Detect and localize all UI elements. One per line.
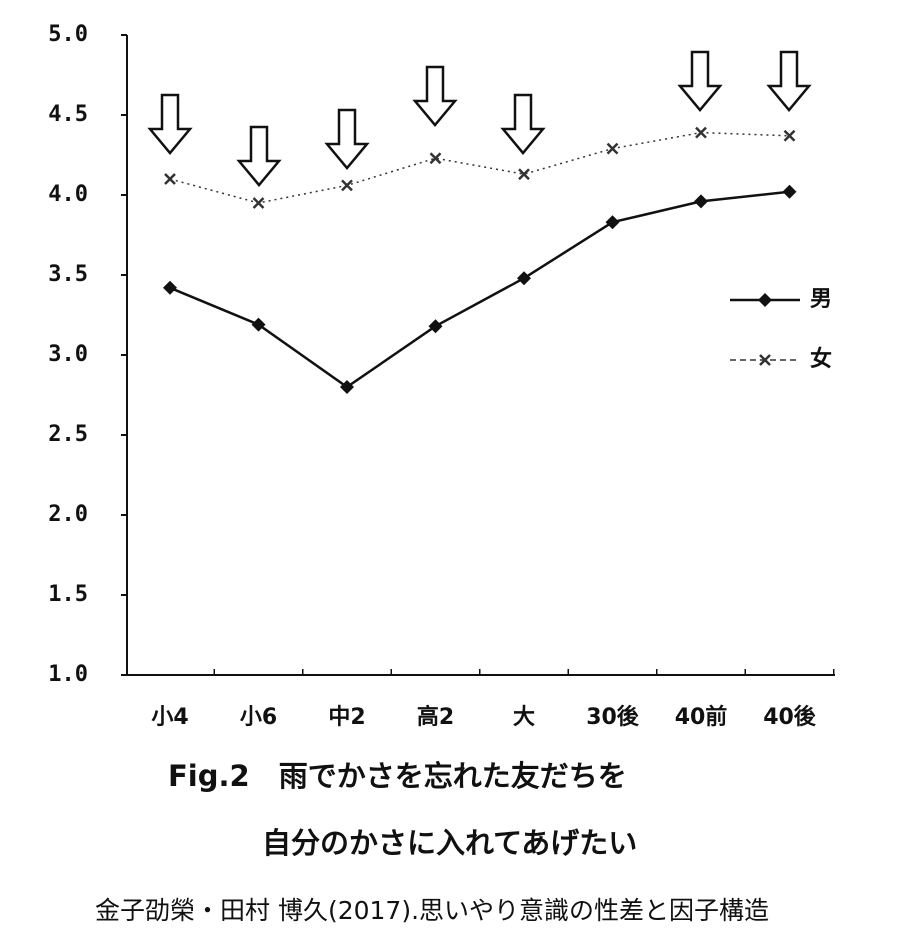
y-tick-label: 2.5 (48, 422, 88, 447)
y-tick-label: 4.5 (48, 102, 88, 127)
x-tick-label: 小6 (240, 705, 277, 730)
point (252, 197, 265, 209)
x-tick-label: 30後 (586, 704, 640, 730)
x-tick-label: 大 (513, 705, 535, 730)
arrow (412, 65, 458, 127)
point (428, 319, 443, 334)
legend-label: 女 (810, 346, 832, 372)
y-tick-label: 2.0 (48, 502, 88, 527)
point (163, 280, 177, 295)
x-tick-label: 40前 (675, 704, 728, 730)
point (164, 173, 176, 185)
point (606, 142, 619, 155)
chart-title: Fig.2 雨でかさを忘れた友だちを (168, 759, 627, 793)
x-tick-label: 中2 (328, 705, 365, 730)
point (340, 380, 354, 394)
legend-label: 男 (810, 287, 832, 312)
arrow (147, 93, 193, 155)
arrow (500, 93, 546, 155)
point (782, 184, 797, 199)
point (518, 168, 530, 181)
y-tick-label: 3.5 (48, 262, 88, 287)
legend-marker (759, 354, 771, 366)
x-tick-label: 高2 (417, 704, 454, 730)
point (783, 129, 796, 142)
point (517, 271, 531, 286)
arrow (324, 108, 370, 170)
arrow (677, 50, 723, 112)
series-line (169, 131, 790, 204)
arrow (236, 125, 282, 187)
y-tick-label: 5.0 (48, 22, 88, 47)
y-tick-label: 4.0 (48, 182, 88, 207)
x-tick-label: 40後 (763, 704, 817, 730)
y-tick-label: 3.0 (48, 342, 88, 367)
x-tick-label: 小4 (151, 705, 188, 730)
source: 金子劭榮・田村 博久(2017).思いやり意識の性差と因子構造 (95, 896, 769, 925)
point (251, 317, 266, 332)
point (694, 194, 708, 209)
point (429, 152, 442, 165)
series-line (169, 190, 790, 389)
y-tick-label: 1.5 (48, 582, 88, 607)
point (341, 179, 353, 192)
chart-subtitle: 自分のかさに入れてあげたい (262, 826, 637, 860)
arrow (766, 50, 812, 112)
point (695, 126, 707, 139)
legend-marker (758, 293, 772, 307)
y-tick-label: 1.0 (48, 662, 88, 687)
point (605, 215, 620, 230)
